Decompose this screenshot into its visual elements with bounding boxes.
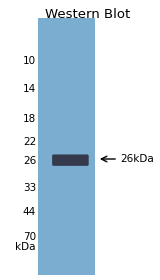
Text: 33: 33 bbox=[23, 183, 36, 193]
Text: Western Blot: Western Blot bbox=[45, 8, 131, 21]
Text: 18: 18 bbox=[23, 114, 36, 124]
Text: 70: 70 bbox=[23, 232, 36, 242]
Text: kDa: kDa bbox=[16, 242, 36, 252]
Text: 26: 26 bbox=[23, 156, 36, 166]
FancyBboxPatch shape bbox=[52, 155, 89, 166]
Text: 26kDa: 26kDa bbox=[120, 154, 154, 164]
Bar bbox=[38, 18, 95, 275]
Text: 14: 14 bbox=[23, 84, 36, 94]
Text: 10: 10 bbox=[23, 56, 36, 66]
Text: 22: 22 bbox=[23, 137, 36, 147]
Text: 44: 44 bbox=[23, 207, 36, 217]
